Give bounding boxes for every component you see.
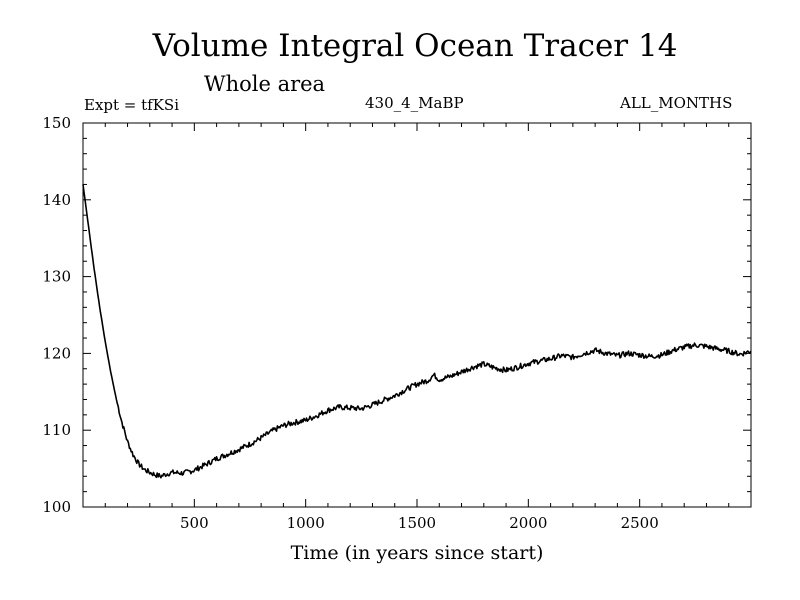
x-tick-label: 1500	[398, 514, 436, 532]
y-tick-label: 130	[42, 268, 71, 286]
x-axis-label: Time (in years since start)	[291, 542, 544, 564]
run-label: 430_4_MaBP	[365, 94, 464, 112]
x-tick-label: 500	[180, 514, 209, 532]
axis-ticks	[83, 123, 751, 507]
y-tick-label: 150	[42, 114, 71, 132]
chart-title: Volume Integral Ocean Tracer 14	[152, 28, 678, 64]
y-tick-label: 120	[42, 344, 71, 362]
y-tick-label: 110	[42, 421, 71, 439]
x-tick-label: 2500	[621, 514, 659, 532]
y-tick-label: 140	[42, 191, 71, 209]
months-label: ALL_MONTHS	[620, 94, 733, 112]
y-tick-label: 100	[42, 498, 71, 516]
x-tick-label: 2000	[509, 514, 547, 532]
series-line-tracer-14	[82, 184, 752, 479]
axis-tick-labels: 500 1000 1500 2000 2500 100 110 120 130 140 150	[42, 114, 658, 532]
chart-subtitle: Whole area	[204, 72, 326, 96]
plot-frame	[82, 122, 752, 508]
x-tick-label: 1000	[287, 514, 325, 532]
experiment-label: Expt = tfKSi	[84, 96, 180, 114]
